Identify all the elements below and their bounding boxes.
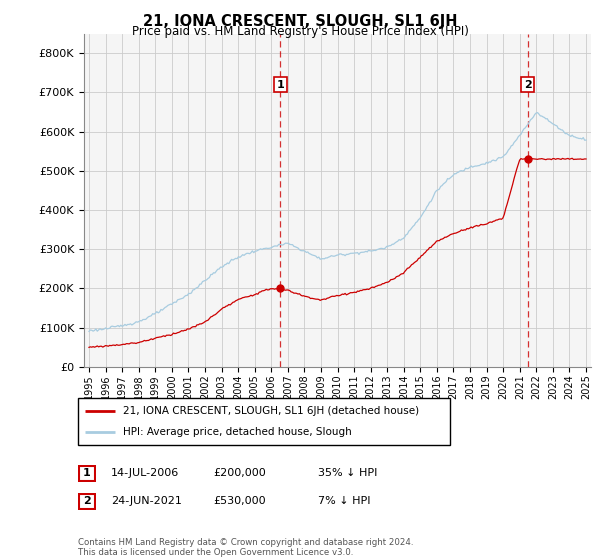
Text: £200,000: £200,000 — [213, 468, 266, 478]
Text: Price paid vs. HM Land Registry's House Price Index (HPI): Price paid vs. HM Land Registry's House … — [131, 25, 469, 38]
Text: Contains HM Land Registry data © Crown copyright and database right 2024.
This d: Contains HM Land Registry data © Crown c… — [78, 538, 413, 557]
Text: 21, IONA CRESCENT, SLOUGH, SL1 6JH (detached house): 21, IONA CRESCENT, SLOUGH, SL1 6JH (deta… — [122, 406, 419, 416]
Text: 2: 2 — [83, 496, 91, 506]
Text: 14-JUL-2006: 14-JUL-2006 — [111, 468, 179, 478]
Text: £530,000: £530,000 — [213, 496, 266, 506]
FancyBboxPatch shape — [79, 466, 95, 480]
Text: 1: 1 — [276, 80, 284, 90]
Text: 24-JUN-2021: 24-JUN-2021 — [111, 496, 182, 506]
Text: 1: 1 — [83, 468, 91, 478]
Text: 7% ↓ HPI: 7% ↓ HPI — [318, 496, 371, 506]
Text: 35% ↓ HPI: 35% ↓ HPI — [318, 468, 377, 478]
Text: HPI: Average price, detached house, Slough: HPI: Average price, detached house, Slou… — [122, 427, 352, 437]
FancyBboxPatch shape — [78, 398, 450, 445]
Text: 21, IONA CRESCENT, SLOUGH, SL1 6JH: 21, IONA CRESCENT, SLOUGH, SL1 6JH — [143, 14, 457, 29]
Text: 2: 2 — [524, 80, 532, 90]
FancyBboxPatch shape — [79, 494, 95, 508]
